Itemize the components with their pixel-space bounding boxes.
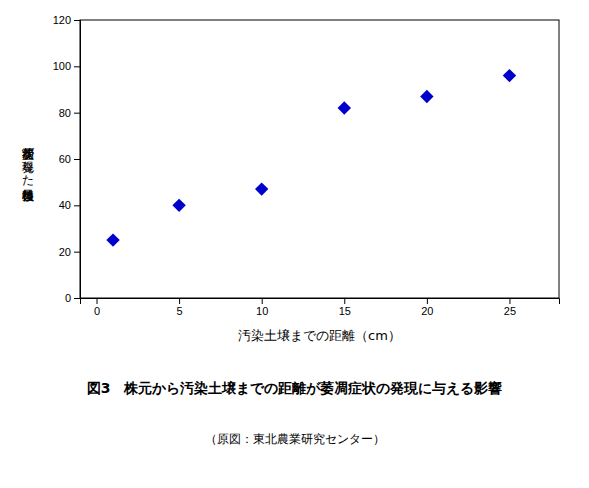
tick-mark	[344, 298, 345, 304]
x-axis-label: 汚染土壌までの距離（cm）	[238, 328, 401, 343]
tick-mark	[74, 159, 80, 160]
tick-label: 15	[339, 305, 351, 317]
tick-label: 120	[53, 14, 71, 26]
tick-label: 5	[177, 305, 183, 317]
y-axis-label: 萎凋症状が発現した移植後日数	[21, 138, 35, 202]
tick-label: 60	[59, 153, 71, 165]
tick: 80	[59, 107, 80, 119]
tick: 120	[53, 14, 80, 26]
axis-line	[81, 299, 560, 305]
tick-mark	[74, 20, 80, 21]
point	[338, 101, 351, 114]
point	[255, 182, 268, 195]
tick: 100	[53, 60, 80, 72]
tick-label: 25	[504, 305, 516, 317]
point	[172, 199, 185, 212]
tick-label: 20	[59, 246, 71, 258]
tick: 20	[421, 298, 433, 317]
tick: 25	[504, 298, 516, 317]
tick-mark	[74, 205, 80, 206]
tick-mark	[74, 66, 80, 67]
subtitle: （原図：東北農業研究センター）	[205, 432, 385, 446]
plot-area: 0 5 10 15 20 25 0 20 40 60 80 100 120	[53, 14, 560, 317]
tick-label: 20	[421, 305, 433, 317]
point	[503, 69, 516, 82]
x-axis: 0 5 10 15 20 25	[81, 298, 560, 317]
points	[106, 69, 516, 247]
title: 図3 株元から汚染土壌までの距離が萎凋症状の発現に与える影響	[87, 380, 503, 396]
tick-label: 10	[256, 305, 268, 317]
tick: 0	[65, 292, 80, 304]
plot-frame	[80, 20, 559, 298]
tick: 40	[59, 199, 80, 211]
tick-mark	[509, 298, 510, 304]
axis-line	[74, 21, 81, 299]
tick-mark	[179, 298, 180, 304]
tick: 60	[59, 153, 80, 165]
y-axis: 0 20 40 60 80 100 120	[53, 14, 81, 304]
tick: 15	[339, 298, 351, 317]
tick-mark	[427, 298, 428, 304]
tick-mark	[74, 113, 80, 114]
tick-mark	[74, 252, 80, 253]
tick-mark	[262, 298, 263, 304]
tick-label: 0	[65, 292, 71, 304]
tick-label: 80	[59, 107, 71, 119]
tick: 5	[177, 298, 183, 317]
chart: 0 5 10 15 20 25 0 20 40 60 80 100 120 汚染土壌までの距離（cm） 萎凋…	[0, 0, 589, 488]
point	[106, 233, 119, 246]
tick-label: 100	[53, 60, 71, 72]
tick-mark	[74, 298, 80, 299]
tick-label: 40	[59, 199, 71, 211]
tick: 0	[94, 298, 100, 317]
tick: 10	[256, 298, 268, 317]
tick: 20	[59, 246, 80, 258]
point	[420, 90, 433, 103]
tick-label: 0	[94, 305, 100, 317]
tick-mark	[97, 298, 98, 304]
